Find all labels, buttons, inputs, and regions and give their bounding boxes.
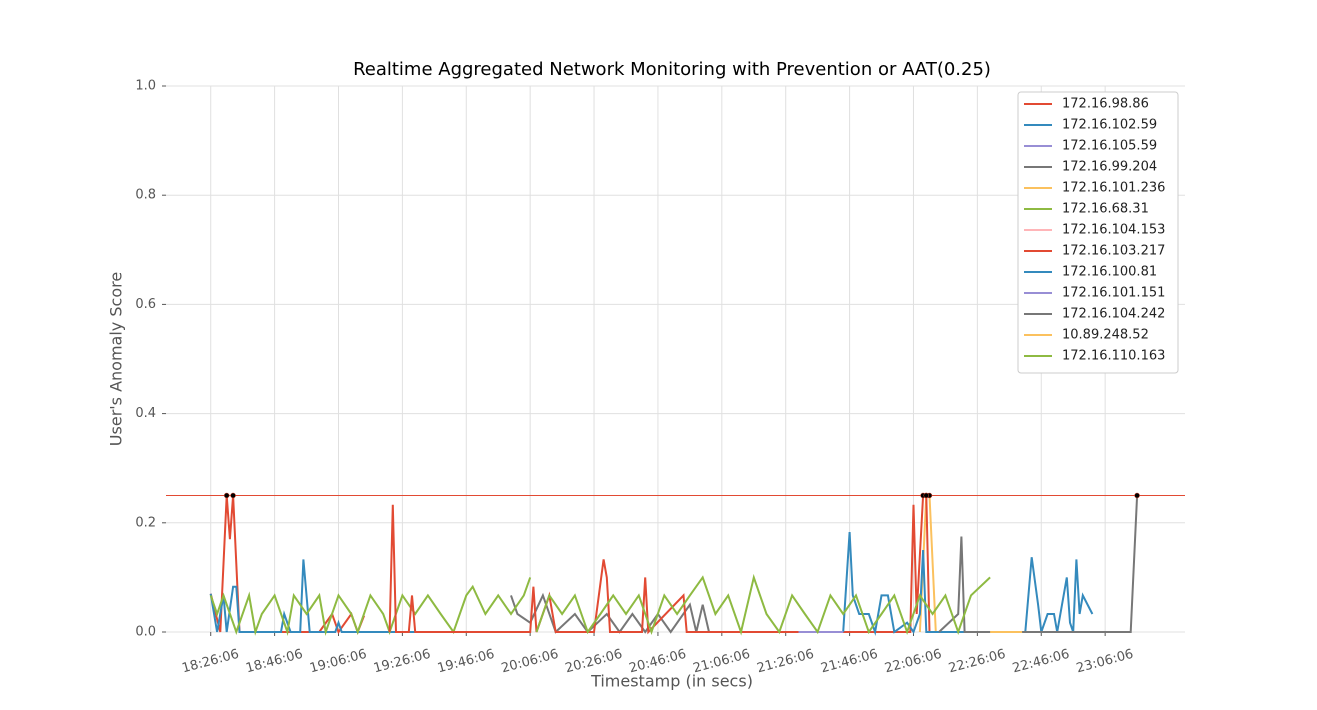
series-line xyxy=(938,495,1139,633)
alert-point xyxy=(923,492,930,499)
y-tick-label: 0.6 xyxy=(135,297,156,312)
legend-label: 172.16.104.153 xyxy=(1062,223,1165,238)
series-line xyxy=(209,495,366,635)
legend-label: 172.16.101.151 xyxy=(1062,286,1165,301)
legend-label: 172.16.99.204 xyxy=(1062,160,1157,175)
x-tick-label: 19:26:06 xyxy=(372,647,432,677)
x-tick-label: 20:06:06 xyxy=(500,647,560,677)
x-tick-label: 22:06:06 xyxy=(883,647,943,677)
y-tick-label: 0.0 xyxy=(135,625,156,640)
alert-point xyxy=(230,492,236,499)
legend-label: 172.16.110.163 xyxy=(1062,349,1165,364)
series-line xyxy=(209,559,448,633)
legend-box xyxy=(1017,91,1179,374)
legend-label: 172.16.68.31 xyxy=(1062,202,1149,217)
x-tick-label: 23:06:06 xyxy=(1075,647,1135,677)
y-axis-label: User's Anomaly Score xyxy=(107,272,126,446)
y-tick-label: 0.4 xyxy=(135,406,156,421)
y-tick-label: 0.2 xyxy=(135,515,156,530)
x-tick-label: 18:26:06 xyxy=(180,647,240,677)
y-tick-label: 0.8 xyxy=(135,188,156,203)
legend-label: 172.16.104.242 xyxy=(1062,307,1165,322)
legend-label: 172.16.100.81 xyxy=(1062,265,1157,280)
series-line xyxy=(535,573,991,636)
x-axis-label: Timestamp (in secs) xyxy=(590,672,753,691)
alert-point xyxy=(1134,492,1140,499)
legend-label: 172.16.103.217 xyxy=(1062,244,1165,259)
legend-label: 172.16.105.59 xyxy=(1062,139,1157,154)
x-tick-label: 22:46:06 xyxy=(1011,647,1071,677)
legend-label: 172.16.98.86 xyxy=(1062,97,1149,112)
legend-label: 172.16.101.236 xyxy=(1062,181,1165,196)
x-tick-label: 21:26:06 xyxy=(755,647,815,677)
alert-point xyxy=(223,492,230,499)
x-tick-label: 21:46:06 xyxy=(819,647,879,677)
x-tick-label: 22:26:06 xyxy=(947,647,1007,677)
series-line xyxy=(209,577,532,636)
x-tick-label: 19:46:06 xyxy=(436,647,496,677)
legend-label: 10.89.248.52 xyxy=(1062,328,1149,343)
x-tick-label: 18:46:06 xyxy=(244,647,304,677)
chart-title: Realtime Aggregated Network Monitoring w… xyxy=(353,59,991,80)
series-line xyxy=(388,494,931,635)
legend-label: 172.16.102.59 xyxy=(1062,118,1157,133)
y-tick-label: 1.0 xyxy=(135,79,156,94)
x-tick-label: 19:06:06 xyxy=(308,647,368,677)
